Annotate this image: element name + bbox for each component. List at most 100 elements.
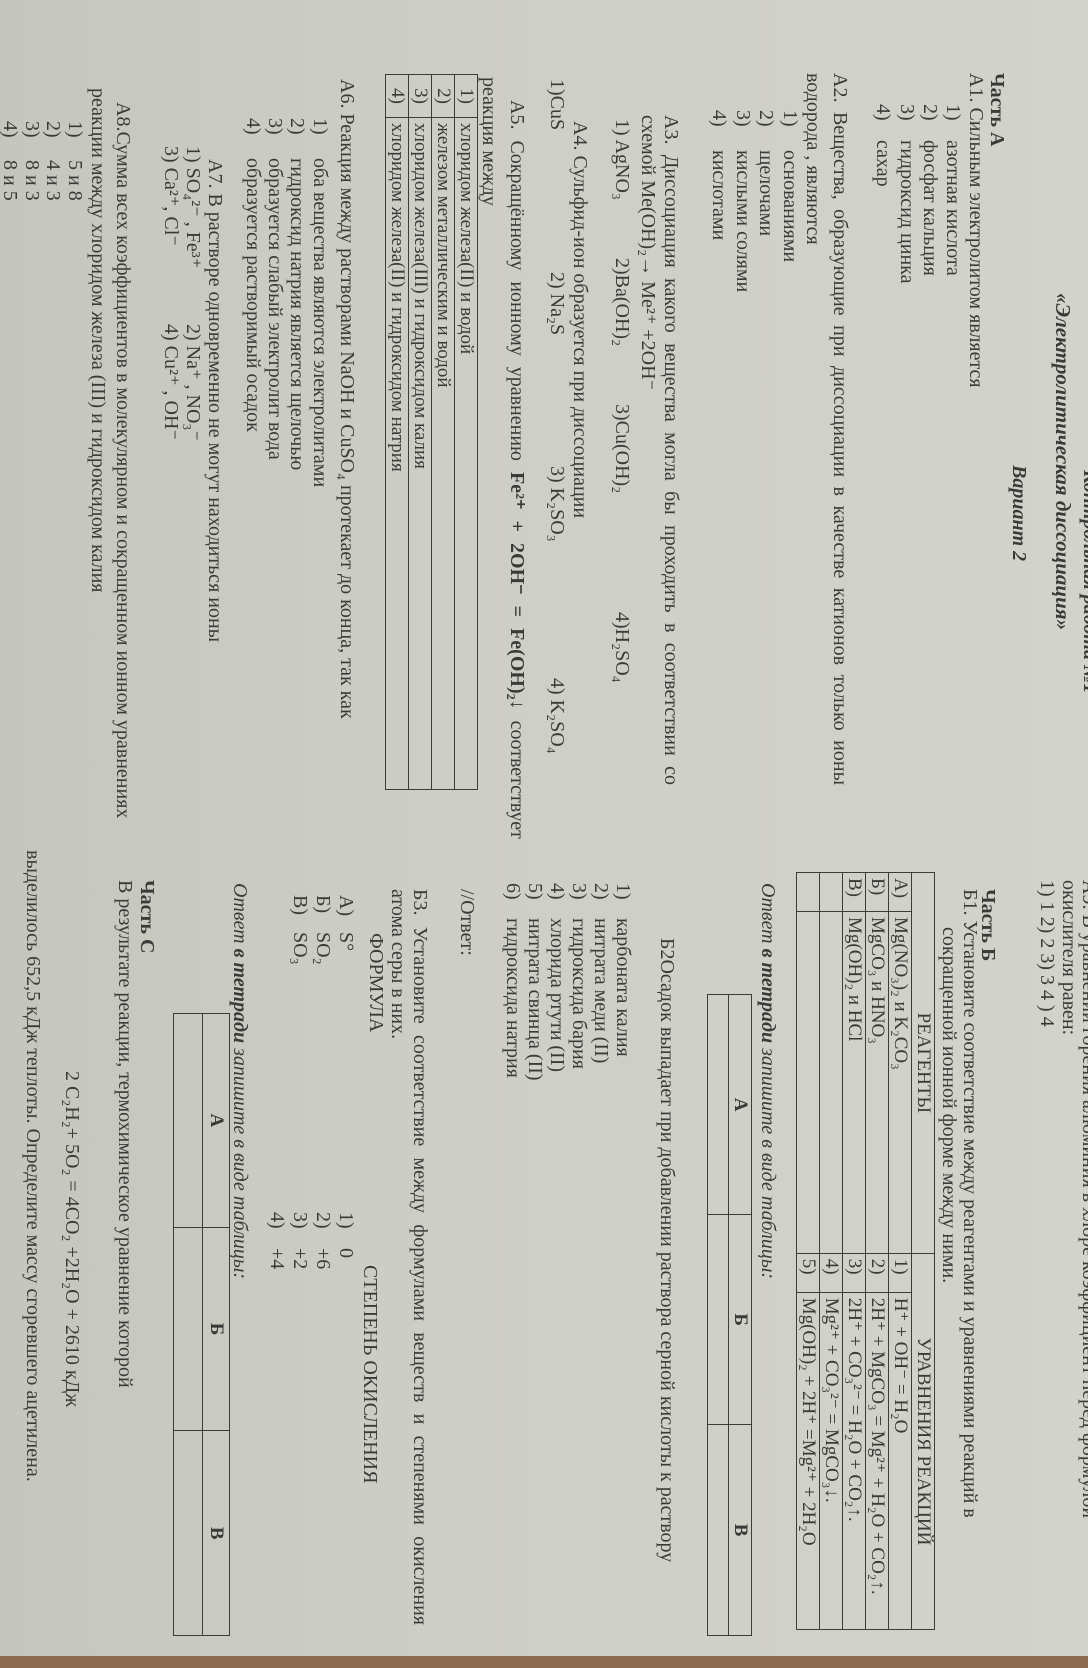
option-text: основаниями [779, 150, 801, 263]
option-text: гидроксида бария [568, 918, 590, 1069]
state-number: 4) [266, 1212, 288, 1229]
answer-row [707, 994, 729, 1636]
a4-question: А4. Сульфид-ион образуется при диссоциац… [569, 121, 591, 519]
part-c-heading: Часть С [136, 880, 158, 954]
variant-label: Вариант 2 [1008, 465, 1030, 562]
answer-cell[interactable] [173, 1227, 203, 1431]
row-text: хлоридом железа(III) и гидроксидом калия [408, 117, 432, 790]
note-suffix: запишите в виде таблицы: [757, 1048, 779, 1280]
option-text: карбоната калия [612, 918, 634, 1057]
empty-cell [796, 872, 820, 912]
equation-number: 2) [865, 1253, 889, 1293]
b3-question-line2: атома серы в них. [387, 889, 409, 1040]
part-c-line2: выделилось 652,5 кДж теплоты. Определите… [22, 850, 44, 1482]
formula-letter: А) [335, 895, 357, 917]
reagent-letter: В) [842, 872, 866, 912]
option-number: 1) [309, 118, 331, 135]
row-text: хлоридом железа(II) и водой [454, 117, 478, 790]
col-b: Б [728, 1214, 752, 1425]
formula-letter: В) [289, 895, 311, 915]
table-header-row: РЕАГЕНТЫ УРАВНЕНИЯ РЕАКЦИЙ [911, 872, 935, 1630]
answer-cell[interactable] [173, 1430, 203, 1636]
option-number: 3) [732, 110, 754, 127]
option-text: хлорида ртути (II) [546, 918, 568, 1073]
a2-question-line1: А2. Вещества, образующие при диссоциации… [829, 73, 851, 785]
option-number: 1) [779, 110, 801, 127]
option-text: гидроксид натрия является щелочью [286, 158, 308, 471]
equation-number: 1) [888, 1253, 912, 1293]
option-number: 1) [64, 121, 86, 138]
equation-text: Mg²⁺ + CO₃²⁻ = MgCO₃↓. [819, 1292, 843, 1630]
option-number: 4) [0, 121, 21, 138]
option-text: образуется растворимый осадок [242, 158, 264, 432]
a3-option-1: 1) AgNO₃ [611, 119, 633, 200]
option-number: 2) [590, 883, 612, 900]
option-number: 4) [546, 883, 568, 900]
answer-cell[interactable] [173, 1013, 203, 1228]
a5-equation: Fe²⁺ + 2OH⁻ = Fe(OH)₂↓ [506, 471, 528, 710]
a3-question-line1: А3. Диссоциация какого вещества могла бы… [660, 115, 682, 785]
table-row: 3) хлоридом железа(III) и гидроксидом кал… [408, 74, 432, 790]
option-text: нитрата свинца (II) [524, 918, 546, 1081]
state-number: 1) [335, 1212, 357, 1229]
state-value: +6 [312, 1248, 334, 1270]
row-number: 4) [385, 74, 409, 118]
row-number: 3) [408, 74, 432, 118]
a5-question: А5. Сокращённому ионному уравнению Fe²⁺ … [506, 100, 528, 839]
a1-question: А1. Сильным электролитом является [965, 73, 987, 388]
option-number: 4) [872, 104, 894, 121]
state-value: +4 [266, 1248, 288, 1270]
reagent-text: Mg(NO₃)₂ и K₂CO₃ [888, 911, 912, 1254]
a4-option-1: 1)CuS [546, 79, 568, 131]
part-c-equation: 2 C₂H₂+ 5O₂ = 4CO₂ +2H₂O + 2610 кДж [61, 1071, 83, 1408]
option-text: фосфат кальция [919, 140, 941, 276]
equation-text: H⁺ + OH⁻ = H₂O [888, 1292, 912, 1630]
option-number: 2) [755, 110, 777, 127]
a4-option-4: 4) K₂SO₄ [546, 678, 568, 754]
b1-question-line1: Б1. Установите соответствие между реаген… [959, 889, 981, 1518]
b1-answer-note: Ответ в тетради запишите в виде таблицы: [757, 883, 779, 1279]
answer-cell[interactable] [707, 1214, 729, 1425]
a5-question-line2: реакция между [478, 77, 500, 206]
col-b: Б [202, 1227, 230, 1431]
col-equations: УРАВНЕНИЯ РЕАКЦИЙ [911, 1253, 935, 1630]
a5-suffix: соответствует [506, 720, 528, 839]
col-a: А [202, 1013, 230, 1228]
option-number: 6) [502, 883, 524, 900]
option-number: 5) [524, 883, 546, 900]
answer-cell[interactable] [707, 1424, 729, 1636]
option-text: 4 и 3 [42, 160, 64, 201]
table-row: А) Mg(NO₃)₂ и K₂CO₃ 1) H⁺ + OH⁻ = H₂O [888, 872, 912, 1630]
a4-option-2: 2) Na₂S [546, 272, 568, 336]
row-number: 2) [431, 74, 455, 118]
option-text: щелочами [755, 150, 777, 237]
a5-options-table: 1) хлоридом железа(II) и водой 2) железом … [385, 74, 478, 790]
answer-cell[interactable] [707, 994, 729, 1215]
note-bold: в тетради [757, 948, 779, 1044]
equation-number: 4) [819, 1253, 843, 1293]
option-text: кислыми солями [732, 150, 754, 293]
a8-question-line2: реакции между хлоридом железа (III) и ги… [87, 88, 109, 593]
option-text: 8 и 3 [21, 160, 43, 201]
col-v: В [202, 1430, 230, 1636]
formula-text: SO₂ [312, 932, 334, 965]
table-row: 2) железом металлическим и водой [431, 74, 455, 790]
a3-question-line2: схемой Me(OH)₂→ Me²⁺ +2OH⁻ [637, 115, 659, 391]
part-a-heading: Часть А [986, 73, 1008, 147]
equation-number: 5) [796, 1253, 820, 1293]
b3-question-line1: Б3. Установите соответствие между формул… [409, 889, 431, 1625]
a3-option-4: 4)H₂SO₄ [611, 612, 633, 683]
option-number: 3) [568, 883, 590, 900]
option-text: нитрата меди (II) [590, 918, 612, 1064]
state-number: 3) [289, 1212, 311, 1229]
option-number: 2) [286, 118, 308, 135]
row-text: железом металлическим и водой [431, 117, 455, 790]
option-number: 3) [264, 118, 286, 135]
empty-cell [819, 872, 843, 912]
col-reagents: РЕАГЕНТЫ [911, 872, 935, 1254]
a9-options: 1) 1 2) 2 3) 3 4 ) 4 [1036, 880, 1058, 1027]
note-bold: в тетради [229, 948, 251, 1044]
option-text: сахар [872, 140, 894, 187]
